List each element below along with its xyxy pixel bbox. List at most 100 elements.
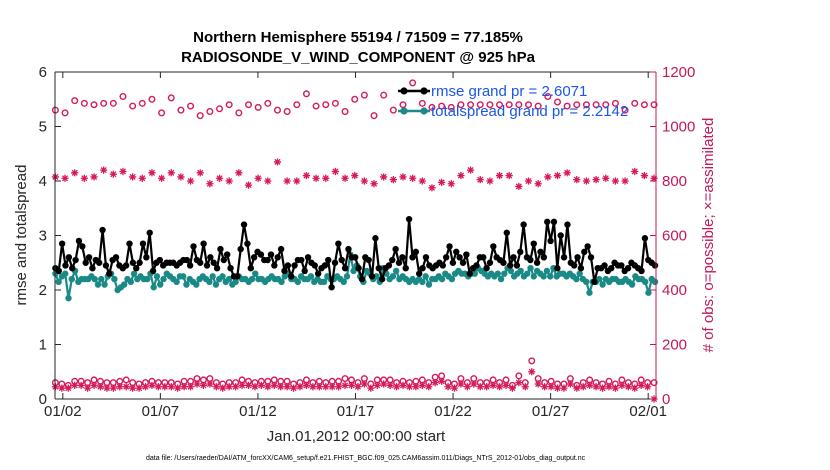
rmse-point: [533, 259, 541, 266]
totalspread-point: [150, 284, 157, 291]
obs-assimilated-day-point: [566, 380, 574, 388]
obs-assimilated-day-point: [58, 384, 66, 392]
chart-title: Northern Hemisphere 55194 / 71509 = 77.1…: [193, 29, 523, 46]
obs-possible-night-point: [245, 101, 253, 109]
totalspread-point: [599, 281, 606, 288]
totalspread-point: [320, 278, 328, 286]
obs-assimilated-night-point: [186, 177, 195, 185]
obs-assimilated-night-point: [61, 174, 69, 182]
obs-assimilated-night-point: [409, 174, 417, 182]
obs-possible-night-point: [631, 99, 639, 107]
obs-assimilated-night-point: [418, 177, 426, 185]
x-tick-label: 01/17: [337, 403, 375, 420]
obs-possible-night-point: [293, 101, 301, 109]
rmse-point: [129, 259, 137, 266]
obs-possible-night-point: [582, 101, 590, 109]
rmse-point: [372, 235, 379, 242]
totalspread-point: [252, 270, 259, 277]
series-layer: [51, 79, 659, 403]
totalspread-point: [651, 278, 659, 286]
obs-assimilated-day-point: [534, 380, 542, 388]
rmse-point: [453, 248, 460, 256]
rmse-point: [554, 265, 561, 272]
obs-possible-night-point: [428, 103, 436, 111]
obs-assimilated-day-point: [444, 383, 452, 391]
obs-assimilated-night-point: [225, 177, 233, 185]
obs-assimilated-day-point: [109, 384, 117, 392]
obs-possible-night-point: [100, 99, 108, 107]
rmse-point: [638, 267, 645, 275]
obs-assimilated-day-point: [322, 383, 330, 391]
obs-assimilated-day-point: [199, 381, 208, 389]
totalspread-point: [62, 270, 69, 277]
obs-assimilated-day-point: [335, 383, 343, 391]
obs-assimilated-night-point: [235, 169, 243, 177]
obs-possible-night-point: [399, 101, 407, 109]
rmse-point: [557, 232, 564, 239]
rmse-point: [197, 259, 204, 266]
obs-assimilated-day-point: [618, 381, 626, 389]
legend-totalspread-marker-left: [400, 107, 408, 115]
totalspread-point: [248, 275, 256, 283]
rmse-point: [288, 273, 295, 280]
obs-possible-night-point: [167, 94, 175, 102]
obs-possible-night-point: [360, 91, 368, 99]
rmse-point: [385, 262, 393, 269]
y-right-tick-label: 400: [662, 282, 687, 299]
rmse-point: [85, 254, 93, 261]
obs-assimilated-day-point: [611, 384, 620, 392]
obs-possible-night-point: [467, 101, 475, 109]
rmse-point: [207, 254, 214, 261]
obs-possible-night-point: [389, 106, 397, 114]
obs-possible-night-point: [206, 108, 214, 116]
obs-possible-night-point: [331, 99, 339, 107]
obs-assimilated-day-point: [463, 383, 471, 391]
obs-assimilated-day-point: [64, 384, 72, 392]
obs-assimilated-day-point: [579, 383, 587, 391]
rmse-point: [587, 254, 595, 261]
obs-assimilated-night-point: [129, 173, 137, 181]
obs-assimilated-night-point: [100, 166, 108, 174]
rmse-point: [651, 262, 659, 269]
rmse-point: [75, 237, 83, 245]
totalspread-point: [448, 275, 456, 283]
obs-assimilated-night-point: [283, 177, 291, 185]
obs-possible-night-point: [534, 102, 542, 110]
obs-assimilated-day-point: [257, 381, 265, 389]
obs-possible-day-point: [528, 357, 536, 365]
rmse-point: [480, 254, 487, 261]
totalspread-point: [540, 273, 547, 280]
rmse-point: [439, 262, 446, 269]
obs-possible-night-point: [611, 99, 619, 107]
totalspread-point: [68, 275, 75, 283]
obs-possible-night-point: [650, 101, 658, 109]
totalspread-point: [530, 273, 537, 280]
totalspread-point: [645, 289, 652, 296]
legend-totalspread-label: totalspread grand pr = 2.2142: [431, 103, 628, 120]
obs-assimilated-night-point: [244, 181, 253, 189]
x-tick-label: 01/27: [532, 403, 570, 420]
y-right-tick-label: 1200: [662, 64, 695, 81]
obs-assimilated-night-point: [563, 169, 571, 177]
chart-subtitle: RADIOSONDE_V_WIND_COMPONENT @ 925 hPa: [181, 49, 536, 66]
totalspread-point: [153, 273, 161, 280]
totalspread-point: [641, 278, 649, 286]
rmse-point: [574, 254, 581, 261]
totalspread-point: [294, 278, 302, 286]
obs-assimilated-night-point: [544, 173, 552, 181]
rmse-point: [365, 256, 372, 264]
obs-possible-night-point: [418, 99, 426, 107]
obs-possible-night-point: [476, 101, 484, 109]
rmse-point: [466, 270, 473, 277]
obs-possible-night-point: [544, 93, 552, 101]
obs-possible-night-point: [457, 101, 465, 109]
rmse-point: [79, 243, 86, 250]
totalspread-point: [517, 267, 524, 275]
totalspread-point: [206, 278, 213, 286]
obs-assimilated-night-point: [438, 178, 446, 186]
rmse-point: [570, 262, 578, 269]
obs-assimilated-night-point: [293, 177, 301, 185]
obs-assimilated-day-point: [508, 384, 517, 392]
legend-rmse-label: rmse grand pr = 2.6071: [431, 83, 587, 100]
obs-possible-night-point: [138, 99, 146, 107]
